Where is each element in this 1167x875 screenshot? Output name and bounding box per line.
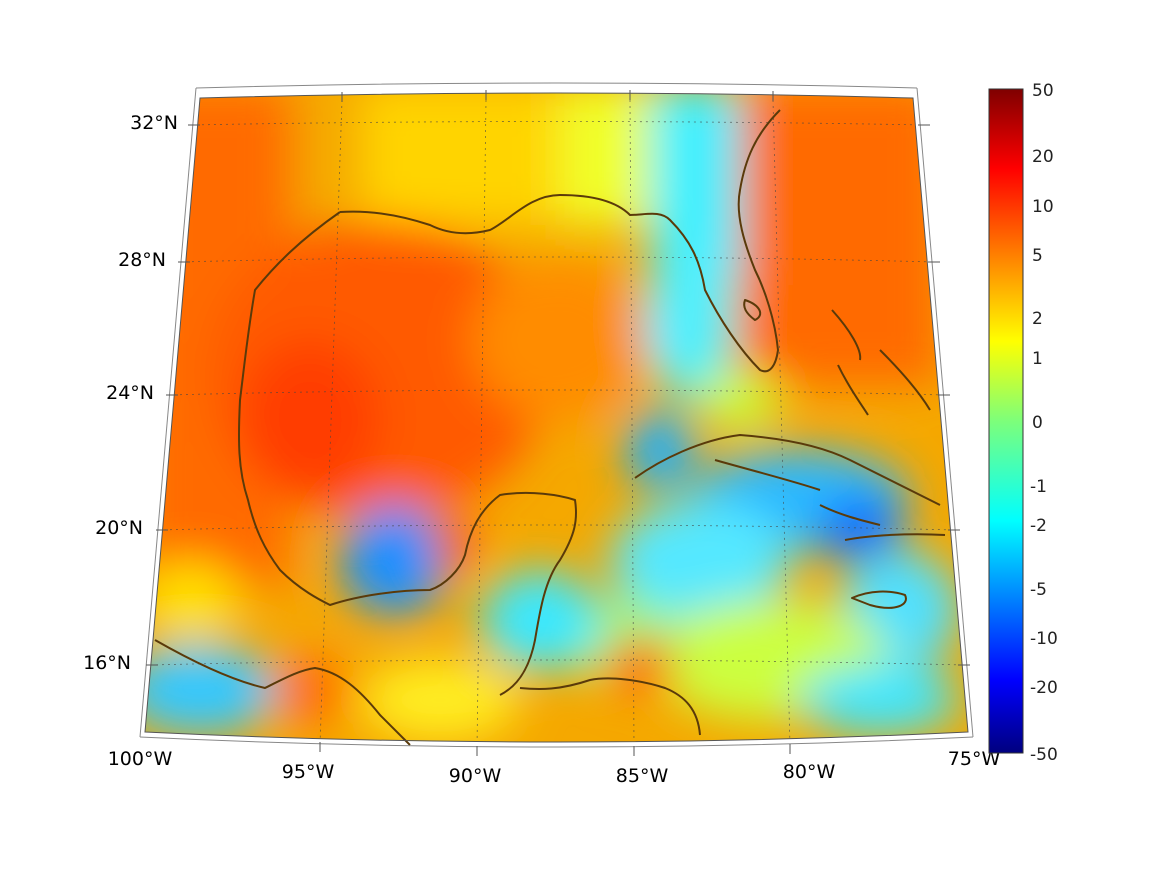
colorbar-label: 0 [1032, 413, 1043, 433]
longitude-labels: 100°W 95°W 90°W 85°W 80°W 75°W [108, 748, 1001, 787]
lat-label-28: 28°N [118, 249, 166, 271]
colorbar-label: -10 [1030, 629, 1058, 649]
colorbar-label: -50 [1030, 745, 1058, 765]
colorbar-gradient [988, 88, 1024, 754]
lon-label-90: 90°W [449, 765, 502, 787]
colorbar-label: 2 [1032, 309, 1043, 329]
colorbar-label: 10 [1032, 197, 1054, 217]
colorbar-label: 1 [1032, 349, 1043, 369]
lon-label-75: 75°W [948, 748, 1001, 770]
lat-label-16: 16°N [83, 652, 131, 674]
colorbar-label: 50 [1032, 81, 1054, 101]
colorbar-label: 20 [1032, 147, 1054, 167]
map-frame [139, 82, 974, 756]
colorbar-label: -5 [1030, 580, 1047, 600]
graticule [149, 99, 966, 742]
lat-label-24: 24°N [106, 382, 154, 404]
colorbar-label: -20 [1030, 678, 1058, 698]
latitude-labels: 32°N 28°N 24°N 20°N 16°N [83, 112, 178, 674]
lon-label-80: 80°W [783, 761, 836, 783]
lat-label-20: 20°N [95, 517, 143, 539]
lon-label-85: 85°W [616, 765, 669, 787]
coastlines [154, 109, 946, 746]
colorbar-label: -2 [1030, 516, 1047, 536]
colorbar-label: -1 [1030, 477, 1047, 497]
lon-label-95: 95°W [282, 761, 335, 783]
lon-label-100: 100°W [108, 748, 173, 770]
colorbar-label: 5 [1032, 246, 1043, 266]
lat-label-32: 32°N [130, 112, 178, 134]
colorbar: 50 20 10 5 2 1 0 -1 -2 -5 -10 -20 -50 [988, 81, 1058, 765]
anomaly-field [145, 93, 968, 742]
colorbar-labels: 50 20 10 5 2 1 0 -1 -2 -5 -10 -20 -50 [1030, 81, 1058, 765]
